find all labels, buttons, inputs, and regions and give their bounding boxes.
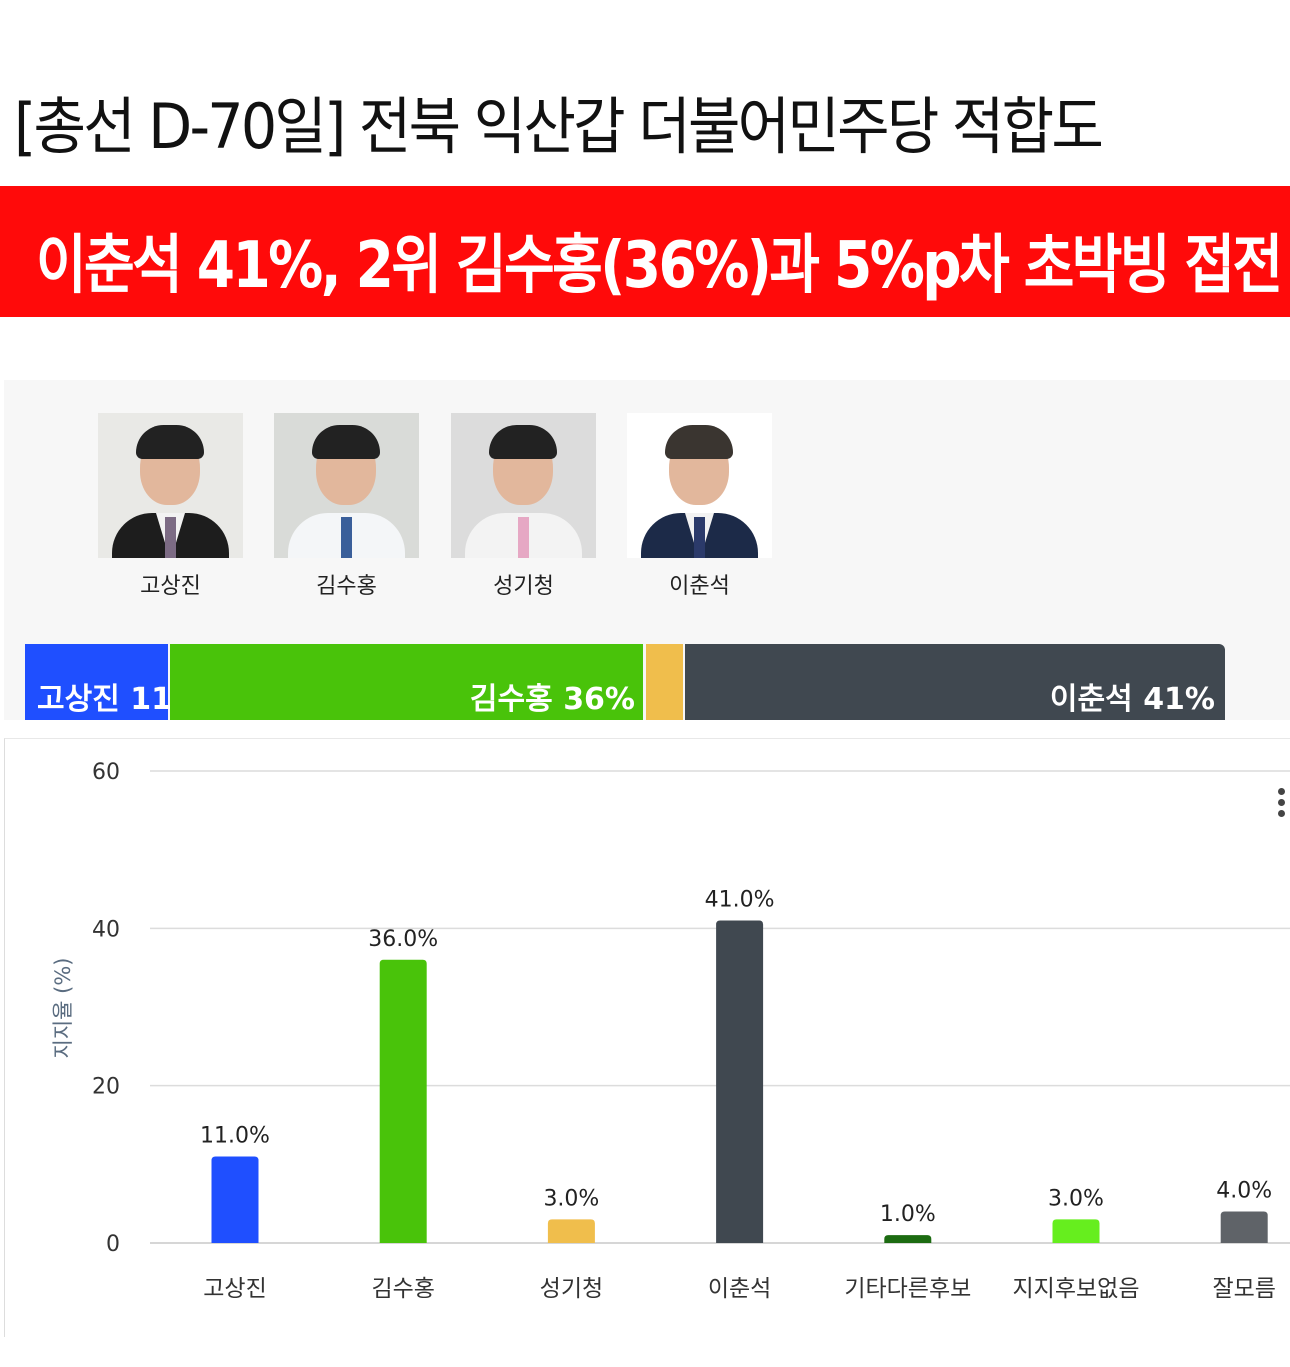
candidate-photo bbox=[627, 413, 772, 558]
candidate-photo bbox=[274, 413, 419, 558]
headline: [총선 D-70일] 전북 익산갑 더불어민주당 적합도 bbox=[14, 90, 1104, 163]
candidate-card-2: 김수홍 bbox=[274, 413, 419, 600]
headline-banner: 이춘석 41%, 2위 김수홍(36%)과 5%p차 초박빙 접전 bbox=[0, 186, 1290, 317]
candidate-name: 이춘석 bbox=[669, 574, 730, 599]
candidate-card-1: 고상진 bbox=[98, 413, 243, 600]
banner-text: 이춘석 41%, 2위 김수홍(36%)과 5%p차 초박빙 접전 bbox=[36, 229, 1283, 303]
candidate-card-3: 성기청 bbox=[451, 413, 596, 600]
stacked-segment-label: 이춘석 41% bbox=[1049, 682, 1215, 717]
candidate-name: 성기청 bbox=[493, 574, 554, 599]
stacked-segment-label: 김수홍 36% bbox=[469, 682, 635, 717]
chart-menu-icon[interactable] bbox=[1278, 788, 1286, 821]
stacked-segment-3 bbox=[646, 644, 683, 720]
candidate-photo bbox=[98, 413, 243, 558]
candidate-photo bbox=[451, 413, 596, 558]
candidate-name: 김수홍 bbox=[316, 574, 377, 599]
candidate-card-4: 이춘석 bbox=[627, 413, 772, 600]
stacked-segment-4: 이춘석 41% bbox=[685, 644, 1225, 720]
stacked-segment-1: 고상진 11% bbox=[25, 644, 202, 720]
stacked-segment-2: 김수홍 36% bbox=[170, 644, 643, 720]
chart-frame bbox=[4, 738, 1290, 1337]
candidate-name: 고상진 bbox=[140, 574, 201, 599]
